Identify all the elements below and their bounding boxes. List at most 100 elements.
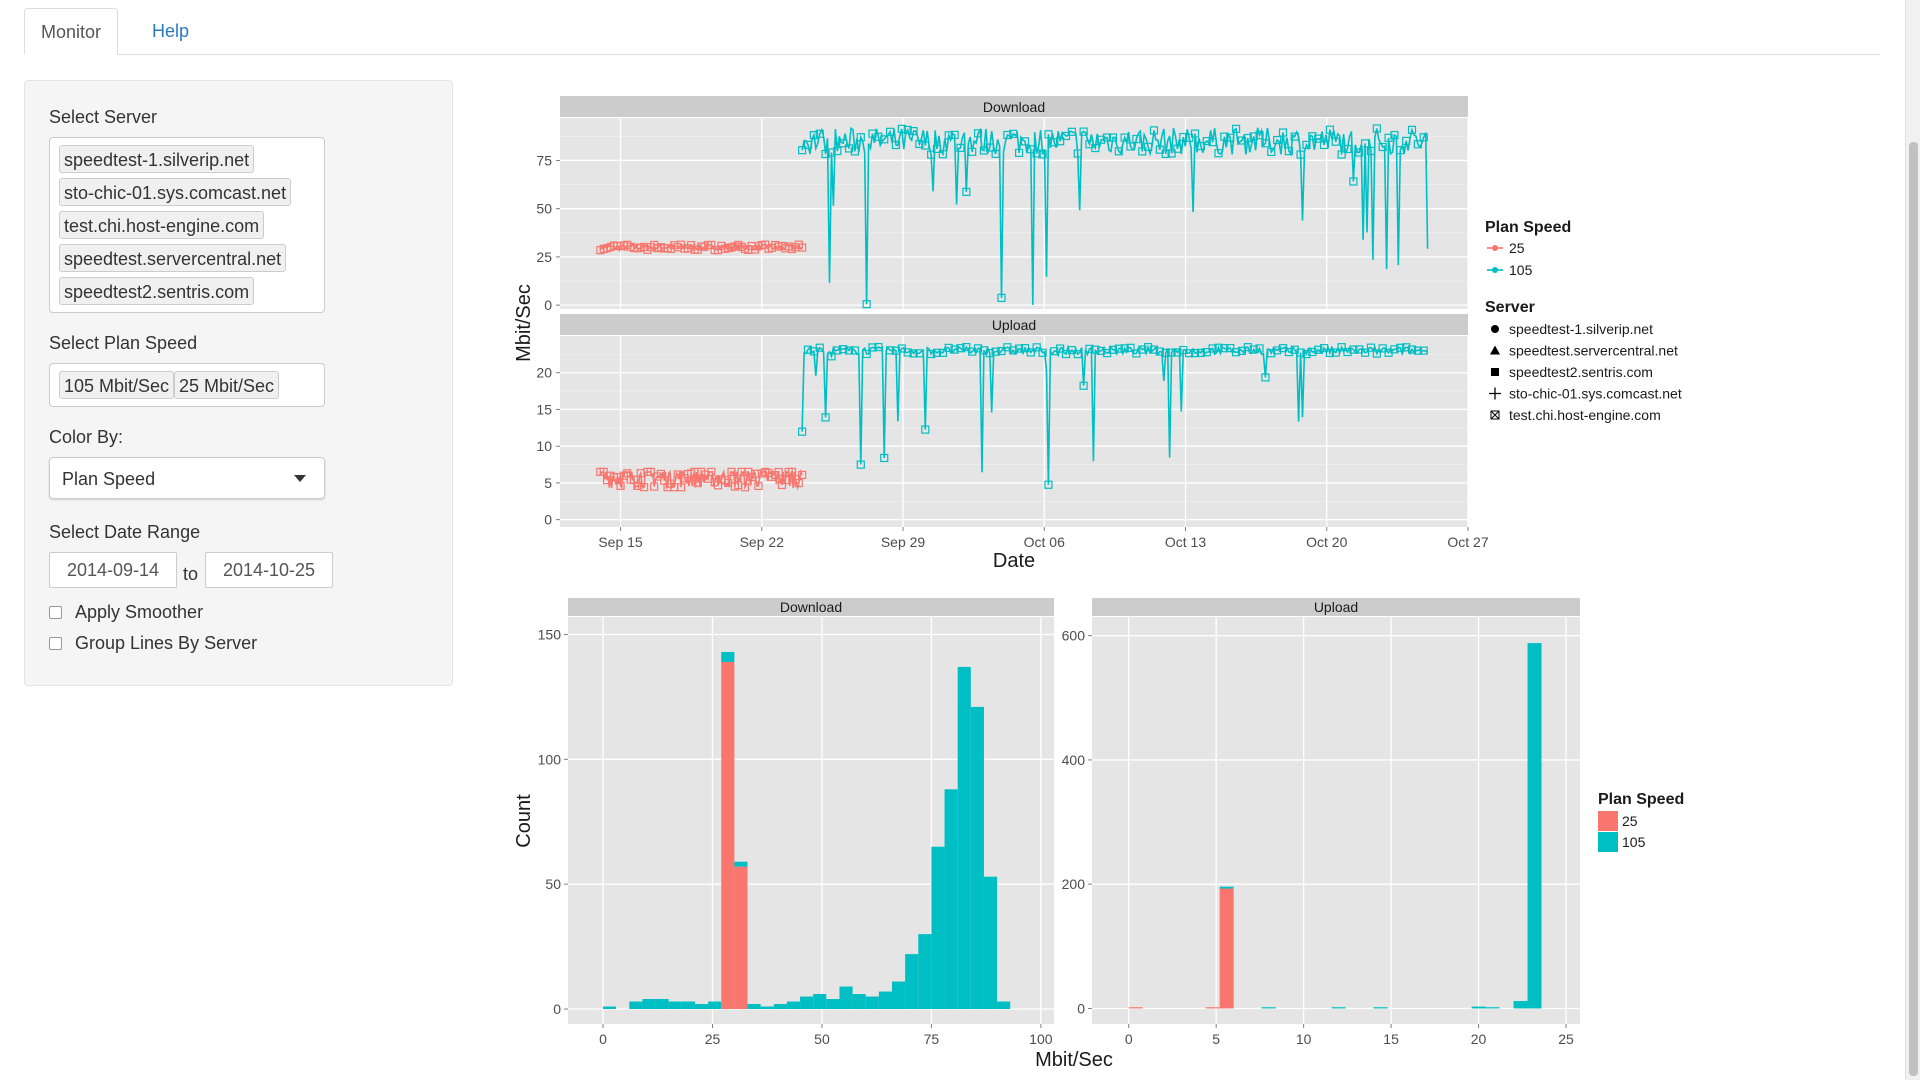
data-point bbox=[1325, 125, 1335, 134]
data-point bbox=[1196, 348, 1205, 357]
data-point bbox=[1149, 345, 1159, 354]
legend-label: test.chi.host-engine.com bbox=[1509, 407, 1661, 423]
legend-key bbox=[1598, 811, 1618, 831]
legend-label: speedtest.servercentral.net bbox=[1509, 343, 1678, 359]
server-chip[interactable]: test.chi.host-engine.com bbox=[59, 211, 265, 239]
data-point bbox=[1319, 344, 1329, 353]
data-point bbox=[1020, 137, 1030, 146]
data-point bbox=[1020, 343, 1030, 353]
data-point bbox=[927, 150, 936, 159]
data-point bbox=[727, 467, 736, 477]
group-lines-label: Group Lines By Server bbox=[75, 633, 258, 653]
data-point bbox=[1284, 347, 1293, 357]
data-point bbox=[1273, 346, 1282, 355]
data-point bbox=[1290, 132, 1299, 141]
facet-strip bbox=[560, 314, 1468, 335]
tab-monitor[interactable]: Monitor bbox=[24, 8, 119, 55]
hist-bar-105 bbox=[944, 789, 958, 1010]
data-point bbox=[1360, 139, 1370, 148]
data-point bbox=[921, 141, 930, 150]
data-point bbox=[815, 343, 824, 352]
date-end-input[interactable]: 2014-10-25 bbox=[205, 552, 333, 588]
hist-bar-105 bbox=[734, 861, 748, 867]
data-point bbox=[927, 349, 936, 359]
data-point bbox=[932, 144, 942, 154]
data-point bbox=[1278, 128, 1288, 137]
data-point bbox=[1302, 140, 1311, 149]
plus-shape-icon bbox=[1489, 387, 1501, 400]
apply-smoother-checkbox[interactable] bbox=[49, 606, 62, 619]
y-tick-label: 50 bbox=[536, 201, 552, 217]
x-tick-label: 50 bbox=[814, 1031, 830, 1047]
series-line-105 bbox=[801, 126, 1429, 305]
data-point bbox=[985, 143, 994, 152]
server-chip[interactable]: sto-chic-01.sys.comcast.net bbox=[59, 178, 292, 206]
facet-strip bbox=[568, 598, 1054, 616]
hist-bar-105 bbox=[1485, 1007, 1500, 1009]
data-point bbox=[754, 481, 763, 491]
data-point bbox=[1032, 343, 1041, 352]
data-point bbox=[956, 143, 965, 152]
legend-label: sto-chic-01.sys.comcast.net bbox=[1509, 386, 1682, 402]
x-tick-label: Sep 15 bbox=[598, 534, 643, 550]
y-tick-label: 75 bbox=[536, 152, 552, 168]
hist-bar-105 bbox=[1471, 1006, 1486, 1009]
data-point bbox=[1173, 144, 1182, 153]
data-point bbox=[1284, 147, 1293, 156]
data-point bbox=[1056, 137, 1065, 146]
data-point bbox=[1378, 142, 1387, 152]
server-chip[interactable]: speedtest.servercentral.net bbox=[59, 244, 287, 272]
timeseries-chart: Download 0 25 50 75 Upload 0 5 10 15 20 Sep 15 Sep 2… bbox=[513, 96, 1682, 572]
hist-bar-105 bbox=[747, 1004, 761, 1010]
data-point bbox=[833, 146, 842, 156]
data-point bbox=[1261, 373, 1270, 382]
hist-bar-105 bbox=[852, 994, 866, 1010]
tab-help[interactable]: Help bbox=[152, 21, 190, 41]
data-point bbox=[1108, 133, 1118, 142]
page-scrollbar[interactable] bbox=[1905, 0, 1920, 1080]
legend-label: 105 bbox=[1622, 834, 1646, 850]
data-point bbox=[1337, 150, 1346, 159]
data-point bbox=[1231, 124, 1241, 133]
data-point bbox=[1167, 348, 1176, 357]
y-tick-label: 200 bbox=[1062, 876, 1086, 892]
panel-background bbox=[1092, 617, 1580, 1024]
hist-bar-105 bbox=[1513, 1001, 1528, 1009]
scrollbar-thumb[interactable] bbox=[1909, 142, 1918, 1076]
plan-chip[interactable]: 25 Mbit/Sec bbox=[174, 371, 280, 399]
data-point bbox=[891, 346, 901, 355]
data-point bbox=[962, 187, 971, 196]
plan-select[interactable]: 105 Mbit/Sec 25 Mbit/Sec bbox=[49, 363, 325, 407]
data-point bbox=[1126, 343, 1135, 352]
y-axis-title: Mbit/Sec bbox=[513, 284, 535, 362]
hist-bar-105 bbox=[931, 846, 945, 1010]
data-point bbox=[1407, 345, 1417, 354]
color-by-select[interactable]: Plan Speed bbox=[49, 457, 325, 499]
data-point bbox=[1138, 147, 1147, 156]
group-lines-checkbox[interactable] bbox=[49, 637, 62, 650]
data-point bbox=[839, 139, 848, 148]
data-point bbox=[1273, 135, 1282, 145]
data-point bbox=[827, 148, 836, 157]
series-points-25 bbox=[596, 240, 807, 255]
server-chip[interactable]: speedtest2.sentris.com bbox=[59, 277, 255, 305]
data-point bbox=[1056, 344, 1065, 353]
server-select[interactable]: speedtest-1.silverip.net sto-chic-01.sys… bbox=[49, 137, 325, 313]
data-point bbox=[1044, 130, 1053, 139]
data-point bbox=[880, 453, 889, 463]
legend-key bbox=[1598, 832, 1618, 852]
hist-bar-105 bbox=[800, 996, 814, 1010]
hist-bar-105 bbox=[773, 1004, 787, 1010]
server-chip[interactable]: speedtest-1.silverip.net bbox=[59, 145, 255, 173]
hist-bar-105 bbox=[957, 666, 971, 1010]
data-point bbox=[1384, 133, 1393, 142]
data-point bbox=[1249, 345, 1258, 354]
color-by-label: Color By: bbox=[49, 427, 124, 447]
data-point bbox=[1314, 345, 1323, 354]
data-point bbox=[1349, 345, 1358, 354]
date-start-input[interactable]: 2014-09-14 bbox=[49, 552, 177, 588]
sidebar-panel: Select Server speedtest-1.silverip.net s… bbox=[24, 80, 453, 686]
data-point bbox=[707, 467, 716, 477]
plan-chip[interactable]: 105 Mbit/Sec bbox=[59, 371, 175, 399]
hist-bar-25 bbox=[734, 866, 748, 1010]
